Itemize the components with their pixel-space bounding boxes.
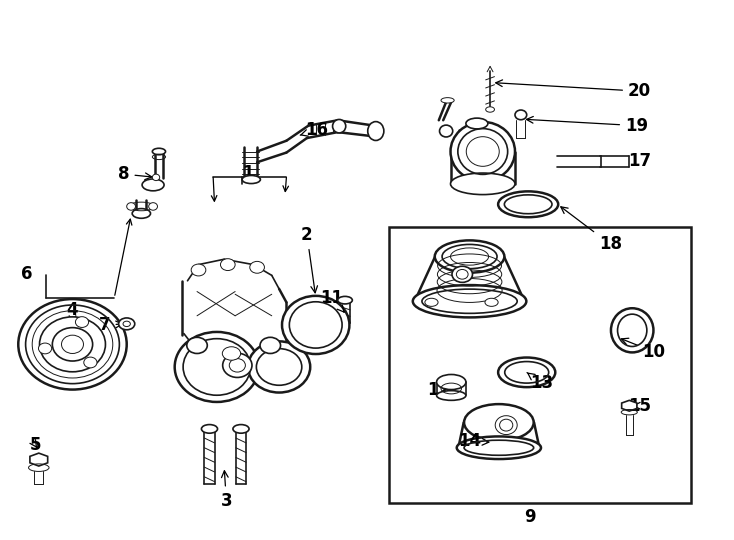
Ellipse shape [142, 179, 164, 191]
Ellipse shape [611, 308, 653, 353]
Ellipse shape [457, 436, 541, 459]
Polygon shape [622, 400, 637, 411]
Ellipse shape [368, 122, 384, 140]
Text: 11: 11 [320, 289, 344, 312]
Ellipse shape [250, 261, 264, 273]
Ellipse shape [464, 404, 534, 441]
Text: 16: 16 [300, 121, 329, 139]
Ellipse shape [186, 338, 207, 354]
Text: 17: 17 [628, 152, 651, 170]
Bar [389, 227, 691, 503]
Ellipse shape [333, 119, 346, 133]
Ellipse shape [18, 299, 127, 389]
Ellipse shape [242, 176, 261, 184]
Ellipse shape [222, 347, 241, 360]
Ellipse shape [441, 98, 454, 103]
Text: 7: 7 [99, 316, 123, 334]
Text: 5: 5 [29, 436, 41, 454]
Ellipse shape [149, 202, 158, 210]
Ellipse shape [201, 424, 217, 433]
Text: 15: 15 [628, 397, 651, 415]
Text: 8: 8 [118, 165, 152, 183]
Ellipse shape [132, 208, 150, 218]
Ellipse shape [40, 317, 106, 372]
Ellipse shape [425, 298, 438, 306]
Ellipse shape [440, 125, 453, 137]
Ellipse shape [62, 335, 84, 354]
Text: 13: 13 [527, 373, 553, 392]
Ellipse shape [515, 110, 527, 120]
Ellipse shape [466, 118, 488, 129]
Ellipse shape [220, 259, 235, 271]
Ellipse shape [229, 359, 245, 372]
Text: 20: 20 [495, 80, 651, 100]
Ellipse shape [437, 390, 466, 400]
Ellipse shape [486, 107, 495, 112]
Text: 12: 12 [427, 381, 456, 399]
Text: 10: 10 [622, 338, 666, 361]
Ellipse shape [495, 416, 517, 435]
Ellipse shape [127, 202, 136, 210]
Ellipse shape [191, 264, 206, 276]
Text: 9: 9 [524, 508, 535, 525]
Ellipse shape [248, 341, 310, 393]
Ellipse shape [38, 343, 51, 354]
Ellipse shape [76, 316, 89, 327]
Polygon shape [30, 453, 48, 466]
Ellipse shape [183, 339, 250, 395]
Ellipse shape [498, 191, 559, 217]
Ellipse shape [153, 174, 160, 180]
Text: 18: 18 [561, 207, 622, 253]
Ellipse shape [451, 122, 515, 181]
Ellipse shape [260, 338, 280, 354]
Ellipse shape [435, 240, 504, 273]
Ellipse shape [338, 296, 352, 304]
Text: 14: 14 [458, 433, 489, 450]
Ellipse shape [233, 424, 249, 433]
Ellipse shape [451, 173, 515, 194]
Ellipse shape [413, 285, 526, 318]
Text: 4: 4 [67, 301, 79, 323]
Ellipse shape [485, 298, 498, 306]
Text: 2: 2 [301, 226, 318, 293]
Ellipse shape [153, 148, 166, 155]
Text: 3: 3 [220, 471, 232, 510]
Ellipse shape [175, 332, 259, 402]
Ellipse shape [222, 353, 252, 377]
Text: 1: 1 [242, 164, 254, 182]
Ellipse shape [52, 328, 92, 361]
Ellipse shape [437, 375, 466, 389]
Ellipse shape [282, 296, 349, 354]
Ellipse shape [452, 266, 473, 282]
Ellipse shape [256, 349, 302, 385]
Ellipse shape [119, 318, 135, 330]
Ellipse shape [84, 357, 97, 368]
Text: 6: 6 [21, 265, 33, 284]
Text: 19: 19 [526, 117, 648, 134]
Ellipse shape [498, 357, 556, 387]
